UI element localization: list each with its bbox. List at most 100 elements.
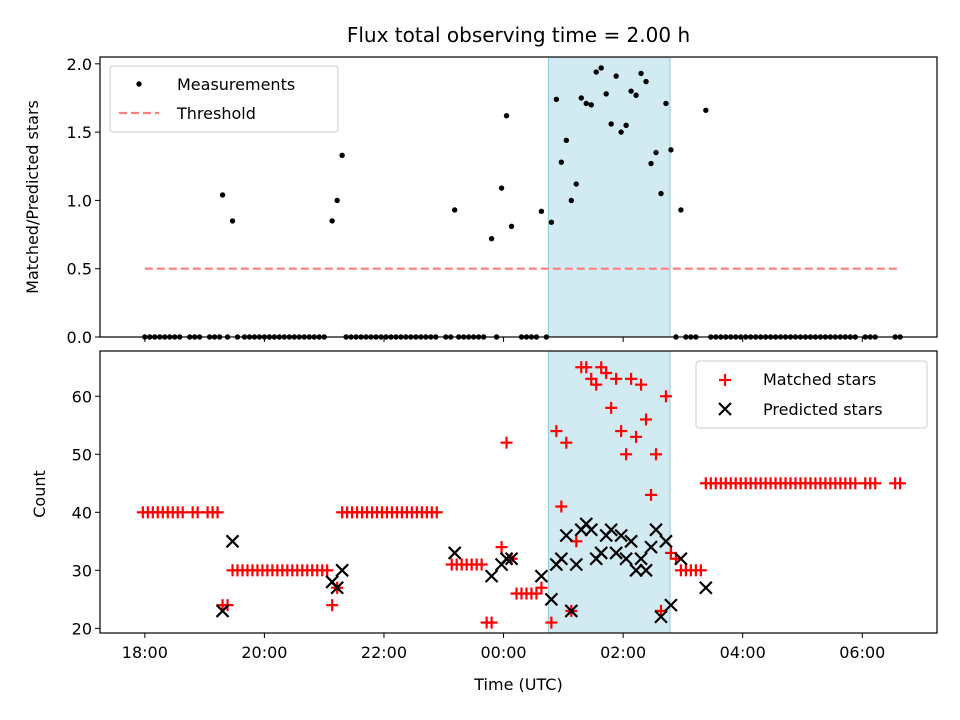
matched-stars-point — [869, 477, 882, 490]
ratio-y-tick-label: 1.5 — [67, 123, 92, 142]
measurement-point — [568, 197, 575, 204]
measurement-point — [219, 192, 226, 198]
predicted-stars-point — [609, 546, 623, 560]
measurement-point — [553, 96, 560, 103]
measurement-point — [668, 147, 674, 153]
count-y-tick-label: 30 — [72, 561, 92, 580]
measurement-point — [608, 121, 614, 127]
measurement-point — [452, 207, 458, 213]
matched-stars-point — [485, 616, 498, 629]
measurement-point — [548, 219, 555, 225]
count-plot-frame — [99, 350, 938, 634]
predicted-stars-point — [554, 551, 569, 566]
matched-stars-point — [560, 436, 573, 449]
predicted-stars-point — [335, 563, 349, 578]
count-y-tick-label: 20 — [72, 619, 92, 638]
ratio-y-tick-label: 1.0 — [67, 191, 92, 210]
matched-stars-point — [211, 506, 224, 519]
count-y-tick-label: 60 — [72, 387, 92, 406]
measurement-point — [588, 102, 594, 108]
matched-stars-point — [475, 558, 488, 571]
matched-stars-point — [535, 581, 548, 594]
predicted-stars-point — [225, 534, 240, 549]
measurement-point — [508, 223, 515, 230]
matched-stars-point — [580, 361, 593, 374]
observing-window-band — [547, 350, 671, 634]
matched-stars-point — [500, 436, 513, 449]
measurement-point — [678, 207, 684, 213]
ratio-y-axis-label: Matched/Predicted stars — [23, 100, 42, 294]
predicted-stars-point — [584, 522, 599, 537]
ratio-legend-frame — [109, 65, 339, 133]
predicted-stars-point — [674, 551, 688, 566]
predicted-stars-point — [534, 569, 549, 583]
measurement-point — [573, 181, 579, 187]
matched-stars-point — [894, 477, 907, 490]
legend-predicted-label: Predicted stars — [763, 400, 883, 419]
matched-stars-point — [495, 541, 508, 554]
ratio-y-tick-label: 2.0 — [67, 55, 92, 74]
matched-stars-point — [545, 616, 558, 629]
matched-stars-point — [326, 599, 339, 612]
x-tick-label: 18:00 — [122, 643, 168, 662]
legend-predicted-marker — [718, 402, 732, 416]
x-tick-label: 04:00 — [720, 643, 766, 662]
predicted-stars-point — [654, 609, 668, 624]
measurement-point — [329, 218, 335, 224]
count-legend: Matched stars Predicted stars — [695, 360, 928, 429]
matched-stars-point — [430, 506, 443, 519]
ratio-legend: Measurements Threshold — [109, 65, 339, 133]
matched-stars-point — [550, 425, 563, 438]
measurement-point — [638, 70, 644, 77]
measurement-point — [653, 149, 659, 156]
measurement-point — [613, 73, 619, 79]
predicted-stars-point — [504, 551, 519, 566]
matched-stars-point — [640, 413, 653, 426]
predicted-stars-point — [649, 522, 663, 537]
matched-stars-point — [630, 430, 643, 443]
measurement-point — [628, 88, 634, 94]
measurement-point — [339, 152, 345, 159]
measurement-point — [578, 95, 584, 101]
predicted-stars-point — [614, 528, 628, 543]
measurement-point — [648, 160, 654, 167]
matched-stars-point — [600, 367, 613, 380]
predicted-stars-point — [639, 563, 653, 578]
predicted-stars-point — [634, 551, 648, 566]
measurement-point — [334, 197, 340, 204]
measurement-point — [603, 91, 609, 97]
predicted-stars-point — [629, 563, 643, 578]
predicted-stars-point — [624, 534, 638, 549]
predicted-stars-point — [544, 592, 559, 607]
measurement-point — [538, 208, 545, 215]
count-y-tick-label: 50 — [72, 445, 92, 464]
measurement-point — [703, 107, 709, 113]
predicted-stars-point — [659, 534, 673, 549]
measurement-point — [593, 69, 599, 75]
predicted-stars-point — [215, 604, 230, 618]
matched-stars-point — [615, 425, 628, 438]
count-legend-frame — [695, 360, 928, 429]
legend-measurements-label: Measurements — [177, 75, 295, 94]
observing-window-band — [547, 56, 671, 338]
predicted-stars-point — [484, 569, 499, 583]
predicted-stars-point — [619, 551, 633, 566]
predicted-stars-point — [499, 551, 514, 566]
measurement-point — [643, 78, 649, 85]
matched-stars-point — [590, 378, 603, 391]
predicted-stars-point — [569, 557, 584, 572]
matched-stars-point — [645, 488, 658, 501]
ratio-plot-frame — [99, 56, 938, 338]
ratio-y-tick-label: 0.0 — [67, 328, 92, 347]
measurement-point — [583, 100, 589, 107]
predicted-stars-point — [447, 546, 462, 560]
matched-stars-point — [650, 448, 663, 461]
measurement-point — [633, 92, 639, 98]
legend-measurements-marker — [136, 81, 142, 87]
measurement-point — [558, 159, 565, 165]
matched-stars-point — [694, 564, 707, 577]
x-tick-label: 06:00 — [839, 643, 885, 662]
measurement-point — [598, 65, 604, 71]
count-y-axis-label: Count — [30, 470, 49, 518]
